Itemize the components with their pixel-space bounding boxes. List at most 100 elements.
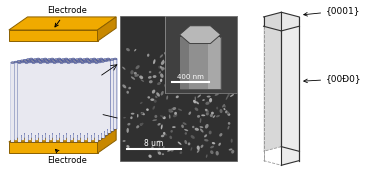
Bar	[45, 60, 47, 133]
Ellipse shape	[85, 58, 89, 60]
Ellipse shape	[14, 61, 18, 63]
Bar	[35, 62, 38, 140]
Ellipse shape	[183, 69, 188, 71]
Bar	[80, 61, 84, 138]
Ellipse shape	[61, 59, 65, 60]
Ellipse shape	[122, 67, 126, 70]
Ellipse shape	[45, 61, 49, 62]
Polygon shape	[9, 30, 97, 41]
Ellipse shape	[191, 147, 192, 151]
Bar	[60, 63, 64, 142]
Ellipse shape	[17, 61, 20, 62]
Ellipse shape	[169, 58, 171, 61]
Ellipse shape	[219, 65, 223, 67]
Ellipse shape	[212, 142, 215, 144]
Bar	[48, 60, 50, 131]
Bar	[35, 62, 38, 140]
Ellipse shape	[160, 54, 163, 58]
Bar	[27, 60, 29, 131]
Ellipse shape	[79, 59, 83, 61]
Ellipse shape	[188, 111, 191, 115]
Bar	[46, 63, 49, 142]
Ellipse shape	[96, 59, 100, 60]
Ellipse shape	[162, 116, 166, 119]
Ellipse shape	[31, 61, 35, 62]
Ellipse shape	[191, 135, 195, 139]
Bar	[11, 63, 14, 142]
Ellipse shape	[101, 61, 104, 62]
Ellipse shape	[181, 66, 184, 69]
Ellipse shape	[195, 128, 199, 131]
Ellipse shape	[147, 54, 149, 57]
Bar	[41, 60, 43, 131]
Bar	[165, 16, 237, 93]
Ellipse shape	[160, 73, 164, 78]
Ellipse shape	[162, 153, 164, 155]
Bar	[47, 60, 51, 131]
Bar	[21, 61, 23, 135]
Bar	[54, 60, 58, 131]
Ellipse shape	[149, 71, 151, 73]
Ellipse shape	[227, 113, 230, 116]
Ellipse shape	[205, 110, 209, 113]
Bar	[80, 60, 82, 133]
Bar	[114, 59, 117, 129]
Ellipse shape	[210, 146, 214, 148]
Ellipse shape	[32, 62, 35, 64]
Bar	[91, 61, 93, 135]
Bar	[89, 60, 93, 131]
Ellipse shape	[72, 59, 76, 61]
Text: {00Đ0}: {00Đ0}	[304, 74, 362, 83]
Ellipse shape	[100, 58, 103, 60]
Ellipse shape	[72, 58, 75, 60]
Bar	[50, 59, 54, 129]
Bar	[58, 59, 60, 129]
Ellipse shape	[140, 102, 143, 104]
Bar	[70, 62, 73, 140]
Bar	[27, 61, 31, 135]
Ellipse shape	[169, 108, 173, 112]
Bar	[73, 60, 75, 133]
Ellipse shape	[163, 132, 165, 135]
Ellipse shape	[185, 132, 187, 135]
Ellipse shape	[131, 113, 134, 115]
Ellipse shape	[197, 149, 200, 153]
Bar	[59, 60, 61, 133]
Ellipse shape	[167, 54, 170, 58]
Ellipse shape	[157, 141, 161, 142]
Bar	[68, 63, 70, 142]
Ellipse shape	[159, 145, 160, 148]
Ellipse shape	[77, 61, 80, 63]
Ellipse shape	[231, 80, 233, 83]
Ellipse shape	[176, 95, 179, 98]
Ellipse shape	[161, 124, 163, 129]
Bar	[57, 59, 61, 129]
Text: {0001}: {0001}	[304, 6, 361, 16]
Bar	[53, 63, 56, 142]
Ellipse shape	[26, 59, 30, 60]
Ellipse shape	[227, 126, 230, 130]
Ellipse shape	[155, 96, 158, 98]
Ellipse shape	[153, 106, 155, 110]
Bar	[87, 61, 91, 138]
Ellipse shape	[52, 61, 55, 62]
Ellipse shape	[192, 126, 195, 128]
Ellipse shape	[179, 74, 181, 75]
Bar	[26, 60, 30, 131]
Bar	[85, 59, 89, 129]
Bar	[52, 60, 54, 133]
Ellipse shape	[204, 139, 208, 142]
Bar	[104, 61, 108, 135]
Text: 8 um: 8 um	[144, 139, 164, 148]
Ellipse shape	[139, 75, 143, 79]
Ellipse shape	[178, 109, 182, 111]
Ellipse shape	[210, 150, 214, 154]
Ellipse shape	[67, 62, 70, 64]
Ellipse shape	[215, 61, 219, 64]
Bar	[37, 59, 39, 129]
Ellipse shape	[49, 61, 53, 63]
Bar	[180, 37, 221, 89]
Bar	[35, 61, 37, 135]
Ellipse shape	[30, 59, 34, 61]
Ellipse shape	[141, 112, 145, 115]
